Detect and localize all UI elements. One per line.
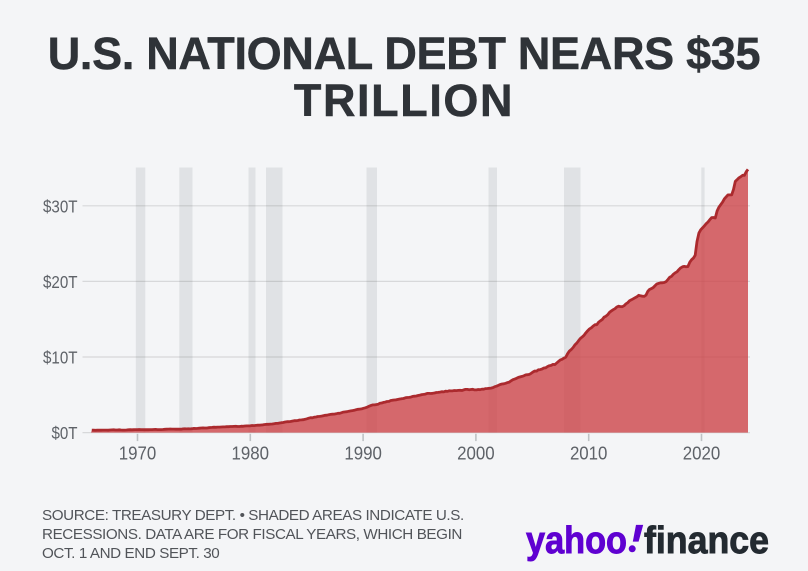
- svg-text:1970: 1970: [119, 443, 157, 463]
- svg-text:2000: 2000: [457, 443, 495, 463]
- svg-text:2010: 2010: [570, 443, 608, 463]
- svg-text:$30T: $30T: [43, 196, 78, 216]
- svg-text:1980: 1980: [232, 443, 270, 463]
- svg-text:finance: finance: [644, 520, 769, 562]
- svg-text:1990: 1990: [344, 443, 382, 463]
- svg-text:$0T: $0T: [52, 423, 78, 443]
- svg-text:yahoo: yahoo: [526, 520, 627, 562]
- svg-text:$20T: $20T: [43, 272, 78, 292]
- svg-text:$10T: $10T: [43, 348, 78, 368]
- svg-text:2020: 2020: [683, 443, 721, 463]
